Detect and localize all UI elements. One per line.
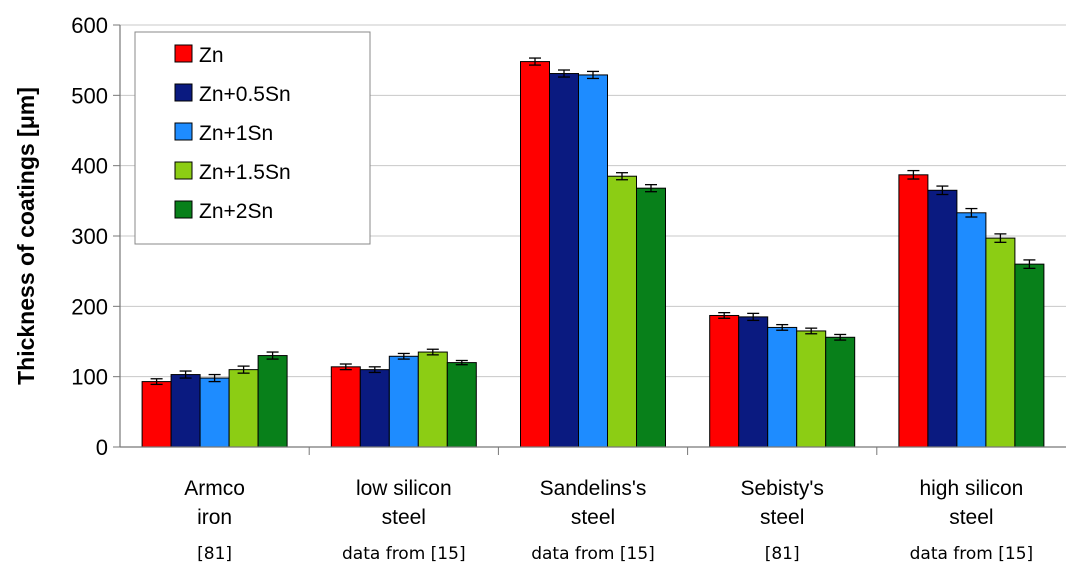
- error-bar: [616, 172, 628, 181]
- y-tick-label: 400: [71, 154, 108, 179]
- error-bar: [747, 312, 760, 322]
- x-category-label: high silicon: [919, 477, 1023, 500]
- x-category-label: iron: [197, 506, 232, 529]
- legend-swatch: [174, 83, 193, 102]
- error-bar: [339, 363, 352, 371]
- bar-Zn-3: [709, 314, 740, 448]
- error-bar: [805, 327, 818, 335]
- y-tick-label: 500: [71, 83, 108, 108]
- error-bar: [455, 359, 468, 366]
- x-category-source: [81]: [197, 544, 232, 564]
- y-tick-label: 100: [71, 365, 108, 390]
- error-bar: [587, 70, 599, 80]
- bar-Zn+2Sn-0: [257, 355, 288, 448]
- y-tick-label: 0: [96, 435, 108, 460]
- error-bar: [529, 57, 541, 66]
- legend-label: Zn+1.5Sn: [199, 161, 291, 184]
- error-bar: [368, 366, 381, 374]
- bar-Zn+1.5Sn-4: [985, 237, 1016, 448]
- error-bar: [237, 365, 250, 374]
- x-category-label: Sandelins's: [540, 477, 647, 500]
- error-bar: [645, 184, 657, 193]
- legend-swatch: [174, 161, 193, 180]
- bar-Zn+0.5Sn-0: [170, 374, 201, 448]
- error-bar: [208, 373, 221, 383]
- x-category-label: Sebisty's: [741, 477, 824, 500]
- legend-swatch: [174, 122, 193, 141]
- bar-Zn+1.5Sn-2: [607, 175, 637, 448]
- y-tick-label: 300: [71, 224, 108, 249]
- legend-label: Zn+1Sn: [199, 122, 273, 145]
- legend-label: Zn+0.5Sn: [199, 83, 291, 106]
- bar-Zn+0.5Sn-4: [927, 189, 958, 448]
- x-category-label: steel: [949, 506, 993, 529]
- y-tick-label: 200: [71, 294, 108, 319]
- x-category-source: data from [15]: [342, 544, 466, 564]
- legend-swatch: [174, 44, 193, 63]
- bar-Zn+1Sn-2: [578, 74, 608, 448]
- x-category-label: low silicon: [356, 477, 452, 500]
- x-category-label: Armco: [184, 477, 245, 500]
- bar-Zn-4: [898, 174, 929, 448]
- bar-Zn-0: [141, 381, 172, 448]
- bar-Zn+2Sn-3: [825, 336, 856, 448]
- y-tick-label: 600: [71, 13, 108, 38]
- bar-Zn+2Sn-4: [1014, 263, 1045, 448]
- error-bar: [718, 312, 731, 319]
- axes: [113, 24, 1066, 455]
- bar-Zn+1Sn-4: [956, 212, 987, 448]
- x-category-source: data from [15]: [531, 544, 655, 564]
- bar-Zn+2Sn-1: [446, 362, 477, 448]
- legend-label: Zn+2Sn: [199, 200, 273, 223]
- x-category-label: steel: [382, 506, 426, 529]
- error-bar: [936, 185, 949, 196]
- bar-Zn+1.5Sn-3: [796, 330, 827, 448]
- bar-Zn-2: [520, 61, 550, 448]
- error-bar: [994, 233, 1007, 243]
- y-axis-label: Thickness of coatings [μm]: [13, 87, 39, 385]
- y-tick-labels: 0 100 200 300 400 500 600: [71, 13, 108, 460]
- bar-Zn+0.5Sn-1: [359, 369, 390, 448]
- x-category-source: data from [15]: [910, 544, 1034, 564]
- bar-Zn+1Sn-3: [767, 326, 798, 448]
- x-category-source: [81]: [765, 544, 800, 564]
- bar-Zn+2Sn-2: [636, 187, 666, 448]
- x-category-label: steel: [760, 506, 804, 529]
- error-bar: [179, 370, 192, 379]
- bars: [141, 57, 1045, 448]
- legend-label: Zn: [199, 44, 224, 67]
- bar-Zn+0.5Sn-3: [738, 316, 769, 448]
- error-bar: [397, 352, 410, 360]
- error-bar: [1023, 259, 1036, 270]
- legend-box: [134, 31, 371, 245]
- error-bar: [907, 169, 920, 180]
- bar-Zn+0.5Sn-2: [549, 73, 579, 448]
- error-bar: [558, 69, 570, 78]
- bar-Zn-1: [330, 366, 361, 448]
- bar-Zn+1.5Sn-0: [228, 369, 259, 448]
- x-category-labels: Armco iron [81] low silicon steel data from […: [184, 477, 1033, 564]
- error-bar: [426, 348, 439, 356]
- error-bar: [266, 351, 279, 360]
- x-category-label: steel: [571, 506, 615, 529]
- legend-swatch: [174, 200, 193, 219]
- bar-Zn+1Sn-1: [388, 355, 419, 448]
- error-bar: [834, 333, 847, 341]
- legend: Zn Zn+0.5Sn Zn+1Sn Zn+1.5Sn Zn+2Sn: [134, 31, 371, 245]
- error-bar: [150, 378, 163, 386]
- bar-Zn+1Sn-0: [199, 377, 230, 448]
- error-bar: [965, 207, 978, 218]
- error-bar: [776, 323, 789, 331]
- bar-Zn+1.5Sn-1: [417, 351, 448, 448]
